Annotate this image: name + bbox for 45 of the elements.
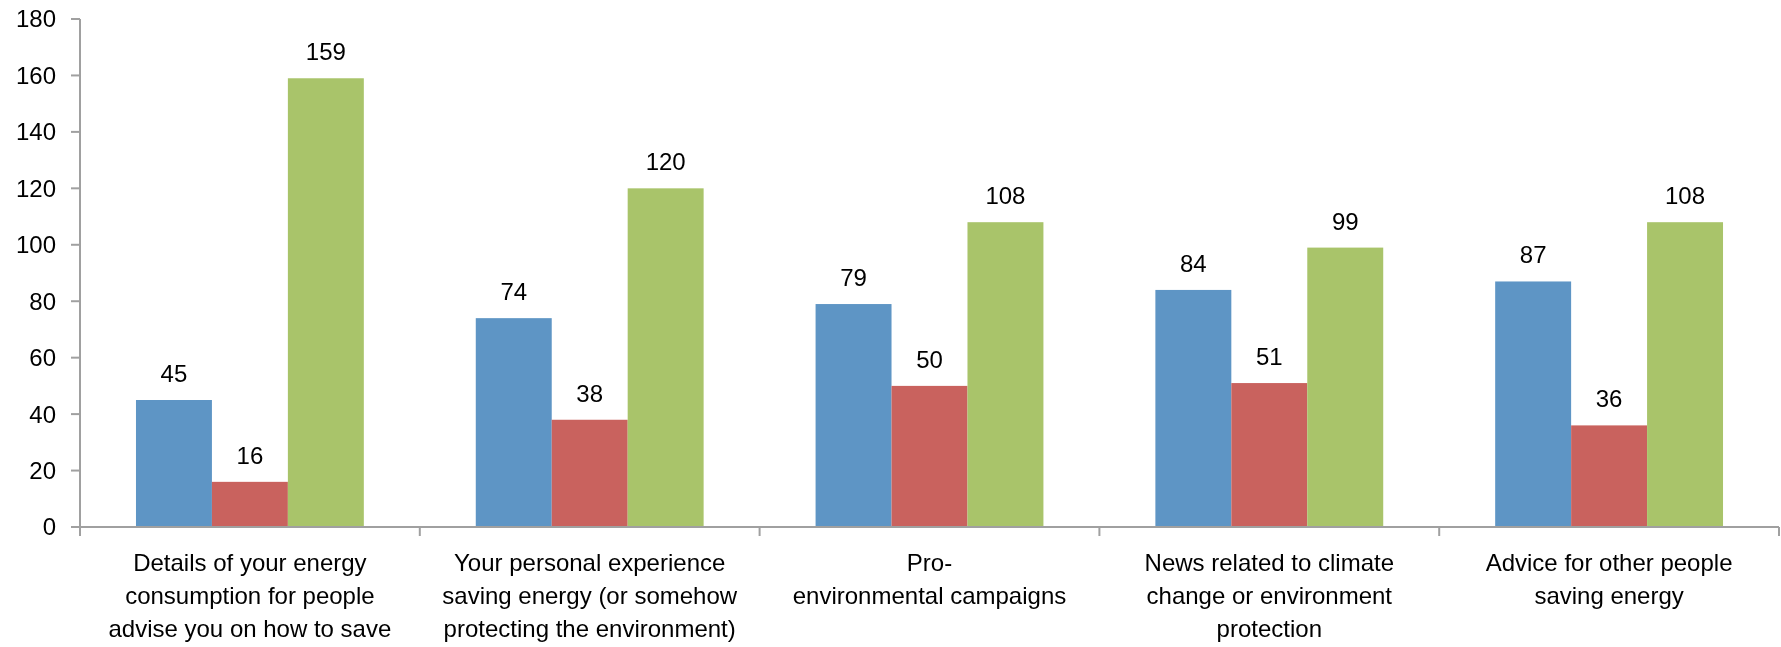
- bar: [135, 400, 212, 527]
- y-tick-label: 140: [15, 118, 56, 146]
- bar: [1495, 281, 1572, 527]
- data-label: 87: [1519, 241, 1547, 269]
- y-tick-label: 60: [29, 344, 56, 372]
- bar: [1155, 289, 1232, 527]
- bar: [891, 385, 968, 527]
- data-label: 45: [160, 360, 188, 387]
- data-label: 108: [985, 182, 1026, 210]
- data-label: 84: [1180, 249, 1207, 277]
- bar: [1571, 425, 1648, 527]
- bar: [287, 78, 364, 527]
- bar: [1647, 222, 1724, 527]
- x-tick-label: Your personal experience saving energy (or somehow protecting the environment): [442, 549, 738, 642]
- bar: [475, 318, 552, 527]
- bar: [815, 304, 892, 527]
- bar: [967, 222, 1044, 527]
- data-label: 36: [1595, 385, 1623, 413]
- y-tick-label: 20: [29, 456, 56, 484]
- y-tick-label: 160: [15, 61, 56, 89]
- data-label: 159: [305, 38, 346, 66]
- bar: [627, 188, 704, 527]
- x-tick-label: Advice for other people saving energy: [1485, 549, 1733, 609]
- data-label: 38: [576, 379, 604, 407]
- bar: [551, 419, 628, 527]
- bar: [1231, 383, 1308, 527]
- y-tick-label: 80: [29, 287, 56, 315]
- data-label: 51: [1255, 343, 1283, 371]
- data-label: 74: [500, 278, 528, 306]
- y-tick-label: 40: [29, 400, 56, 428]
- x-tick-label: Pro- environmental campaigns: [792, 549, 1067, 609]
- x-tick-label: Details of your energy consumption for people advise you on how to save: [108, 549, 392, 642]
- bar: [1307, 247, 1384, 527]
- bar: [211, 481, 288, 527]
- data-label: 99: [1331, 207, 1359, 235]
- y-tick-label: 100: [15, 231, 56, 259]
- data-label: 16: [236, 441, 264, 469]
- data-label: 120: [645, 148, 686, 176]
- y-tick-label: 0: [42, 513, 56, 541]
- y-tick-label: 120: [15, 174, 56, 202]
- data-label: 79: [840, 264, 867, 292]
- y-tick-label: 180: [15, 5, 56, 33]
- data-label: 50: [916, 345, 943, 373]
- data-label: 108: [1665, 182, 1706, 210]
- x-tick-label: News related to climate change or environment protection: [1144, 549, 1395, 642]
